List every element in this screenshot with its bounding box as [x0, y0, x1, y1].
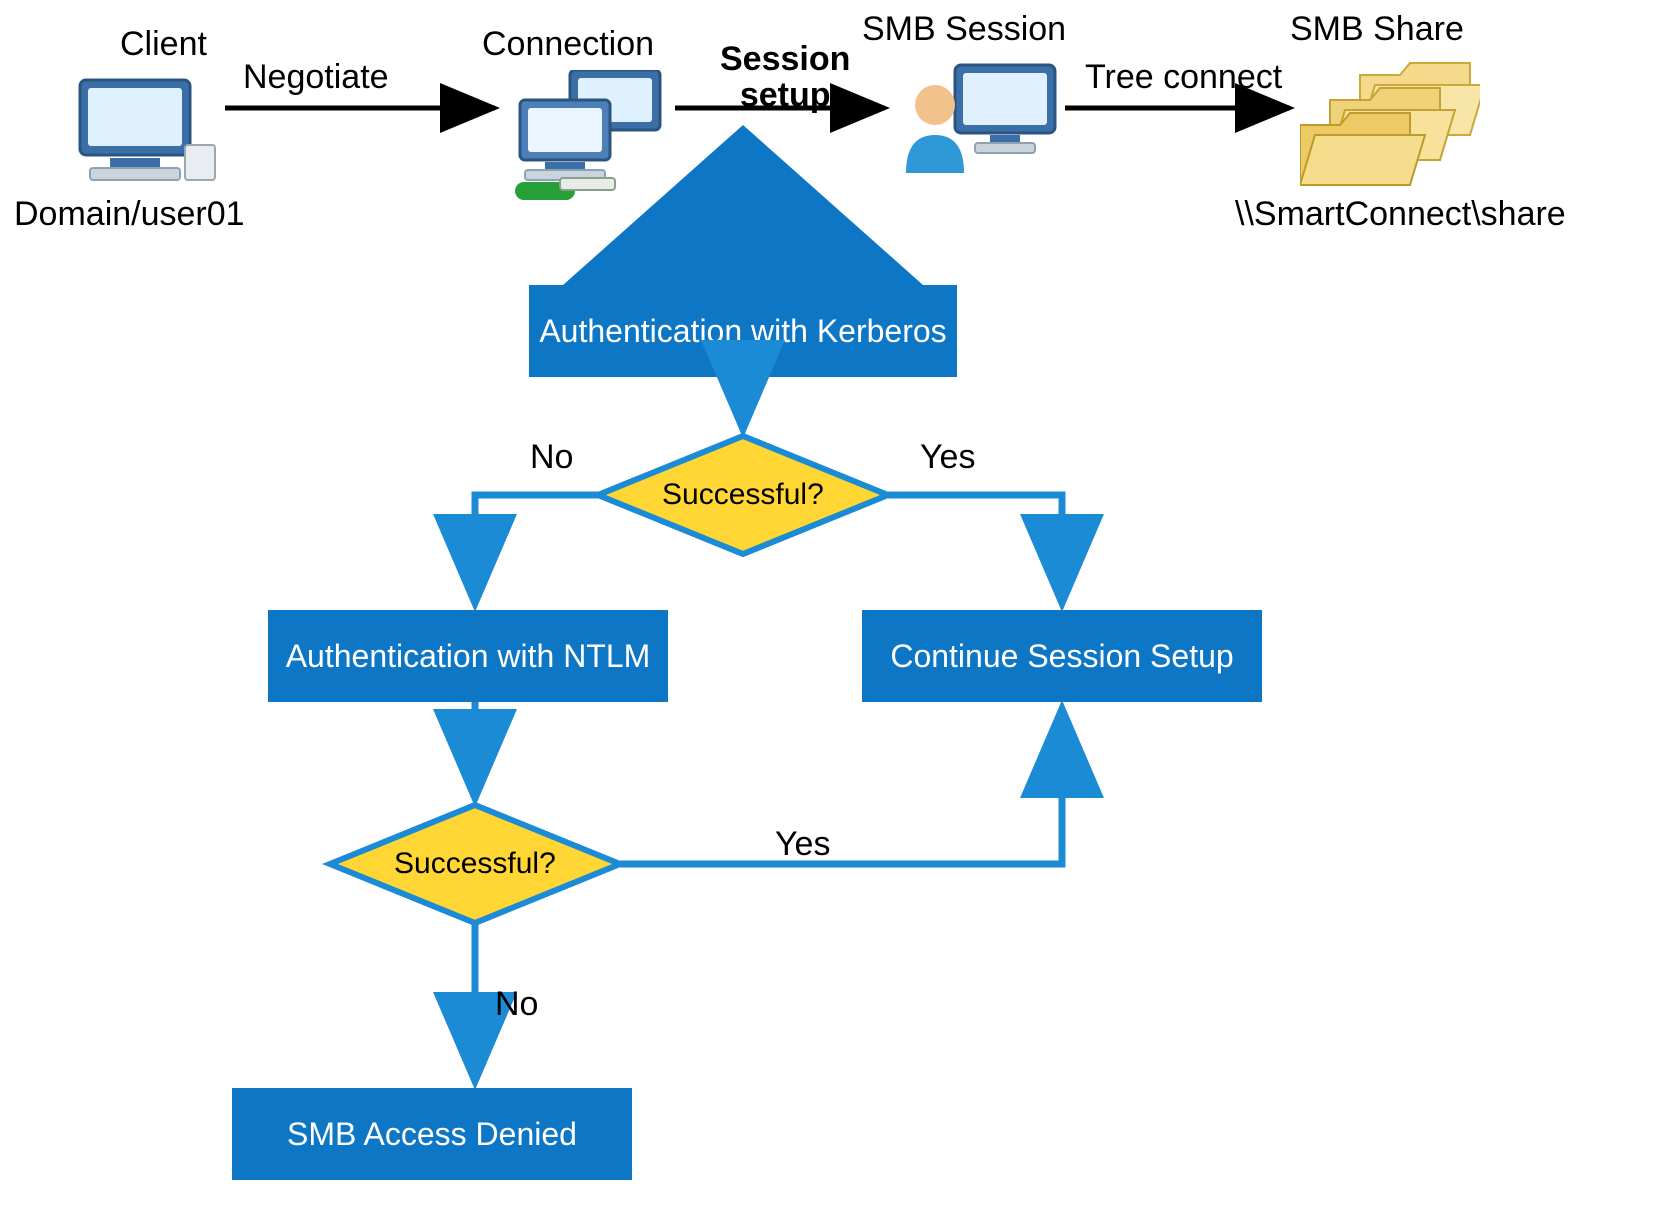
edge-d1-no: No [530, 438, 573, 477]
edge-d2-yes: Yes [775, 825, 830, 864]
edge-d1-yes: Yes [920, 438, 975, 477]
edge-d2-no: No [495, 985, 538, 1024]
diagram-stage: Client Connection SMB Session SMB Share … [0, 0, 1662, 1229]
flow-arrows [0, 0, 1662, 1229]
